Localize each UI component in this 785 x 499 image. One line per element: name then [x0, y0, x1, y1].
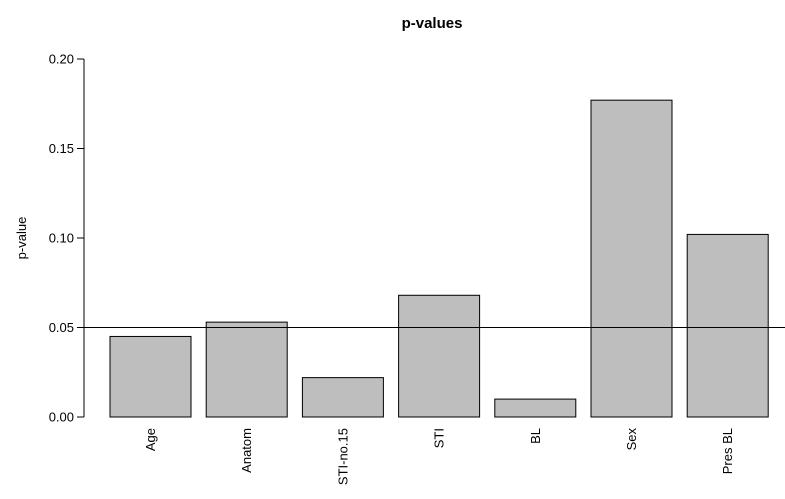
x-tick-label: STI-no.15: [335, 428, 350, 485]
bars-group: [109, 99, 769, 418]
y-tick-label: 0.10: [49, 231, 74, 246]
x-tick-label: BL: [528, 428, 543, 444]
bar-sti: [398, 294, 481, 418]
x-tick-label: Pres BL: [720, 428, 735, 474]
y-axis-label: p-value: [14, 217, 29, 260]
x-tick-label: Sex: [624, 428, 639, 451]
y-tick-label: 0.15: [49, 141, 74, 156]
y-tick-label: 0.20: [49, 52, 74, 67]
y-axis: 0.00 0.05 0.10 0.15 0.20: [49, 52, 85, 425]
bar-sex: [590, 99, 673, 418]
y-tick-label: 0.05: [49, 320, 74, 335]
bar-sti-no-15: [301, 377, 384, 418]
bar-age: [109, 335, 192, 418]
x-tick-label: STI: [432, 428, 447, 448]
x-tick-label: Age: [143, 428, 158, 451]
x-tick-label: Anatom: [239, 428, 254, 473]
x-axis-ticks: Age Anatom STI-no.15 STI BL Sex Pres BL: [143, 428, 735, 486]
bar-anatom: [205, 321, 288, 418]
chart-title: p-values: [402, 15, 463, 32]
bar-bl: [494, 398, 577, 418]
y-tick-label: 0.00: [49, 410, 74, 425]
bar-pres-bl: [686, 233, 769, 418]
